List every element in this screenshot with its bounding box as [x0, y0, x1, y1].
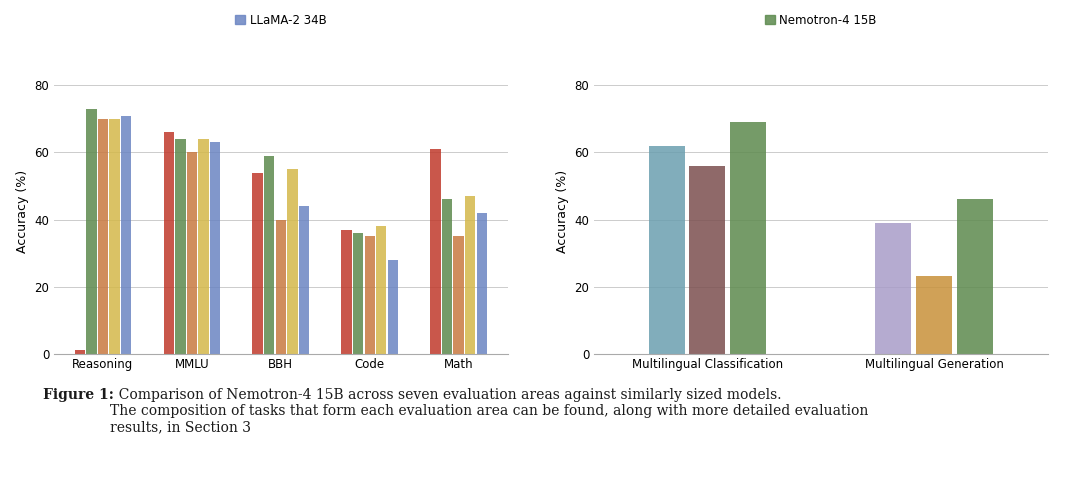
Bar — [465, 196, 475, 354]
Bar — [121, 116, 132, 354]
Bar — [876, 223, 912, 354]
Text: Figure 1:: Figure 1: — [43, 388, 114, 402]
Bar — [299, 206, 309, 354]
Text: Comparison of Nemotron-4 15B across seven evaluation areas against similarly siz: Comparison of Nemotron-4 15B across seve… — [110, 388, 868, 435]
Bar — [730, 122, 766, 354]
Legend: Nemotron-4 15B: Nemotron-4 15B — [760, 9, 881, 31]
Bar — [476, 213, 487, 354]
Bar — [916, 276, 953, 354]
Bar — [287, 169, 298, 354]
Bar — [109, 119, 120, 354]
Bar — [353, 233, 363, 354]
Legend: LLaMA-2 34B: LLaMA-2 34B — [230, 9, 332, 31]
Bar — [199, 139, 208, 354]
Bar — [163, 133, 174, 354]
Bar — [376, 226, 387, 354]
Bar — [253, 173, 262, 354]
Bar — [341, 230, 352, 354]
Bar — [187, 153, 197, 354]
Bar — [957, 199, 993, 354]
Bar — [86, 109, 96, 354]
Bar — [388, 260, 399, 354]
Bar — [454, 236, 464, 354]
Bar — [649, 146, 685, 354]
Y-axis label: Accuracy (%): Accuracy (%) — [16, 169, 29, 253]
Bar — [210, 142, 220, 354]
Y-axis label: Accuracy (%): Accuracy (%) — [556, 169, 569, 253]
Bar — [689, 166, 726, 354]
Bar — [97, 119, 108, 354]
Bar — [430, 149, 441, 354]
Bar — [75, 350, 85, 354]
Bar — [442, 199, 453, 354]
Bar — [175, 139, 186, 354]
Bar — [264, 156, 274, 354]
Bar — [365, 236, 375, 354]
Bar — [275, 219, 286, 354]
